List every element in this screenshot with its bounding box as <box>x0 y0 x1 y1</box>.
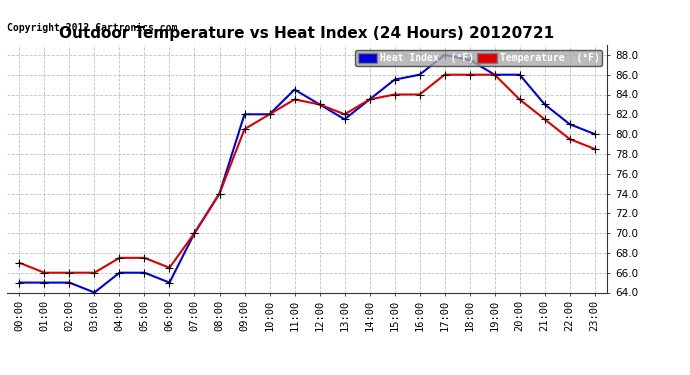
Legend: Heat Index  (°F), Temperature  (°F): Heat Index (°F), Temperature (°F) <box>355 50 602 66</box>
Title: Outdoor Temperature vs Heat Index (24 Hours) 20120721: Outdoor Temperature vs Heat Index (24 Ho… <box>59 26 555 41</box>
Text: Copyright 2012 Cartronics.com: Copyright 2012 Cartronics.com <box>7 22 177 33</box>
